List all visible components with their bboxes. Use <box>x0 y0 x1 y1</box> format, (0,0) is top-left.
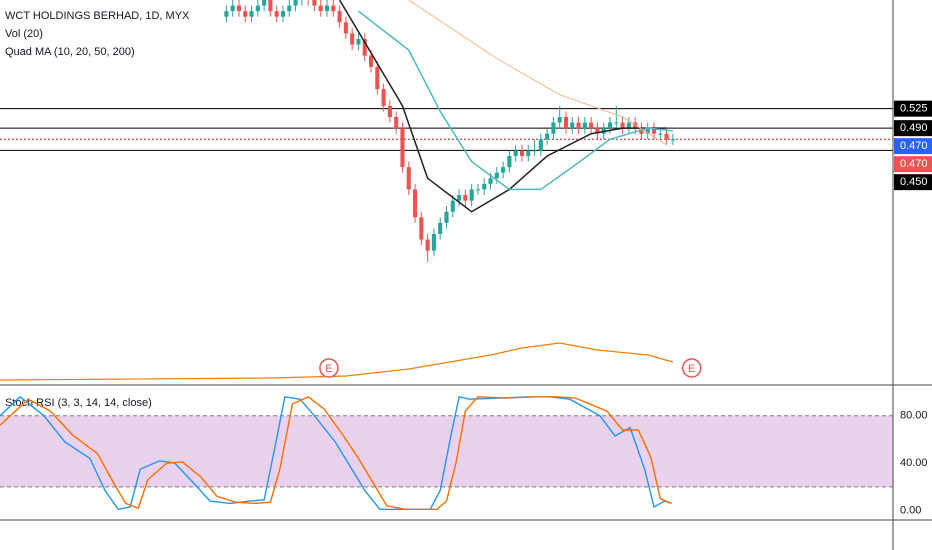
candle-body <box>337 11 342 23</box>
candle-body <box>274 11 279 17</box>
candle-body <box>639 128 644 134</box>
candle-body <box>293 0 298 6</box>
candle-body <box>620 122 625 129</box>
stoch-tick-label: 0.00 <box>900 504 921 516</box>
candle-body <box>670 139 675 141</box>
candle-body <box>419 217 424 240</box>
price-label: 0.470 <box>900 158 928 170</box>
candle-body <box>513 150 518 157</box>
candle-body <box>331 5 336 12</box>
earnings-marker <box>682 358 702 378</box>
earnings-label: E <box>688 363 695 375</box>
candle-body <box>570 122 575 129</box>
candle-body <box>431 234 436 251</box>
moving-average-line <box>357 10 673 191</box>
candle-body <box>651 128 657 134</box>
candle-body <box>450 200 455 212</box>
candle-body <box>350 33 355 45</box>
candle-body <box>658 133 663 135</box>
grid <box>0 415 893 488</box>
candle-body <box>538 139 543 151</box>
candle-body <box>551 122 556 134</box>
candle-body <box>413 189 418 218</box>
candle-body <box>268 0 273 12</box>
candle-body <box>532 150 537 152</box>
overlay: E E 0.525 0.490 0.470 0.470 0.450 <box>319 100 932 378</box>
price-pane <box>0 0 893 381</box>
price-label-box <box>894 100 932 117</box>
candle-body <box>400 128 405 168</box>
candle-body <box>394 117 399 129</box>
candle-body <box>645 128 650 134</box>
earnings-marker <box>319 358 339 378</box>
stoch-band <box>0 415 893 487</box>
candle-body <box>501 167 506 173</box>
candle-body <box>526 150 531 157</box>
stoch-tick-label: 40.00 <box>900 457 928 469</box>
earnings-label: E <box>325 363 332 375</box>
price-label: 0.470 <box>900 140 928 152</box>
candle-body <box>475 189 480 191</box>
candle-body <box>280 11 286 17</box>
candle-body <box>368 55 374 67</box>
candle-body <box>482 183 487 190</box>
candle-body <box>224 11 229 17</box>
candle-body <box>387 105 392 118</box>
candle-body <box>262 0 267 6</box>
stoch-tick-label: 80.00 <box>900 410 928 422</box>
candle-body <box>519 150 525 157</box>
candle-body <box>438 222 443 235</box>
candle-body <box>312 0 317 6</box>
candle-body <box>287 5 292 12</box>
candle-body <box>626 122 631 129</box>
candle-body <box>236 5 242 12</box>
candle-body <box>545 133 550 140</box>
candle-body <box>494 172 499 179</box>
candle-body <box>664 133 669 140</box>
candle-body <box>243 11 248 17</box>
indicator-label: Vol (20) <box>5 28 43 40</box>
candle-body <box>582 122 587 129</box>
candle-body <box>324 5 330 12</box>
price-label: 0.490 <box>900 122 928 134</box>
candle-body <box>457 195 462 201</box>
candle-body <box>463 195 468 201</box>
candle-body <box>614 122 619 124</box>
price-label-box <box>894 138 932 155</box>
candle-body <box>576 122 581 129</box>
price-label: 0.525 <box>900 103 928 115</box>
candle-body <box>381 89 386 106</box>
candle-body <box>589 122 594 129</box>
candle-body <box>425 239 430 251</box>
candle-body <box>362 39 367 56</box>
candle-body <box>249 11 254 17</box>
candle-body <box>469 189 474 201</box>
candle-body <box>356 39 361 45</box>
candle-body <box>563 117 569 129</box>
moving-average-line <box>408 0 667 146</box>
chart-title: WCT HOLDINGS BERHAD, 1D, MYX <box>5 10 190 22</box>
candle-body <box>375 66 380 90</box>
stoch-line <box>0 396 672 511</box>
candle-body <box>595 128 600 134</box>
price-label-box <box>894 156 932 173</box>
candle-body <box>406 167 411 190</box>
candle-body <box>343 22 348 34</box>
candle-body <box>444 211 449 223</box>
candle-body <box>507 156 512 168</box>
candle-body <box>255 5 260 12</box>
candle-body <box>488 178 493 184</box>
candle-body <box>230 5 235 12</box>
candle-body <box>318 5 323 12</box>
price-label-box <box>894 174 932 191</box>
stoch-line <box>0 395 672 511</box>
price-label-box <box>894 120 932 137</box>
candle-body <box>557 117 562 123</box>
candle-body <box>607 122 613 129</box>
indicator-label: Quad MA (10, 20, 50, 200) <box>5 46 135 58</box>
volume-ma-line <box>0 342 674 381</box>
price-label: 0.450 <box>900 176 928 188</box>
